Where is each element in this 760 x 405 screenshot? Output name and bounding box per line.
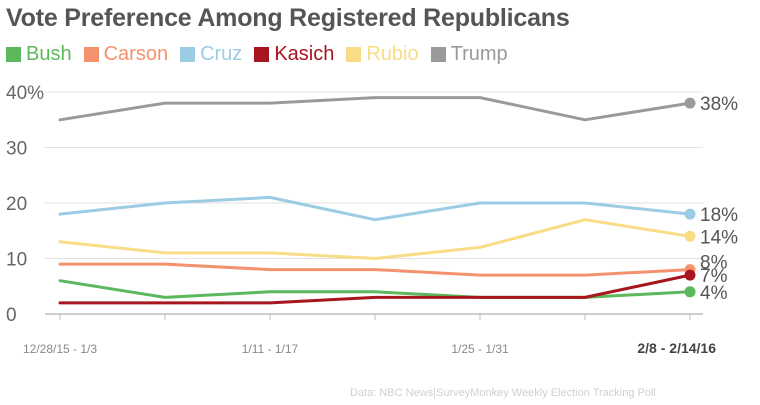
legend-item-trump: Trump: [430, 43, 508, 66]
legend-item-kasich: Kasich: [254, 43, 334, 66]
y-tick-label: 30: [6, 139, 27, 160]
end-marker-cruz: [684, 208, 696, 220]
end-label-cruz: 18%: [700, 205, 738, 226]
legend-item-carson: Carson: [83, 43, 169, 66]
end-label-carson: 8%: [700, 253, 728, 274]
x-tick-label: 1/11 - 1/17: [242, 342, 299, 356]
x-tick-label: 2/8 - 2/14/16: [637, 340, 716, 356]
legend-label-kasich: Kasich: [274, 43, 335, 65]
series-line-kasich: [58, 273, 692, 305]
series-line-trump: [58, 96, 692, 122]
legend-item-bush: Bush: [6, 43, 72, 66]
legend-swatch-kasich: [254, 47, 270, 62]
end-marker-bush: [684, 286, 696, 298]
legend-item-cruz: Cruz: [180, 43, 242, 66]
legend-label-bush: Bush: [26, 43, 72, 65]
legend-item-rubio: Rubio: [346, 43, 419, 66]
legend-swatch-rubio: [346, 47, 362, 62]
series-line-rubio: [58, 218, 692, 260]
legend-swatch-trump: [430, 47, 446, 62]
end-label-trump: 38%: [700, 94, 738, 115]
legend-label-cruz: Cruz: [200, 43, 243, 65]
x-tick-label: 12/28/15 - 1/3: [23, 342, 97, 356]
legend-swatch-carson: [83, 47, 99, 62]
end-label-rubio: 14%: [700, 227, 738, 248]
legend-label-trump: Trump: [450, 43, 508, 65]
y-tick-label: 10: [6, 250, 27, 271]
end-marker-rubio: [684, 230, 696, 242]
legend-label-rubio: Rubio: [366, 43, 419, 65]
x-tick-label: 1/25 - 1/31: [451, 342, 509, 356]
y-tick-label: 40%: [6, 83, 44, 104]
chart-title: Vote Preference Among Registered Republi…: [6, 4, 570, 32]
series-line-cruz: [58, 195, 692, 222]
end-label-bush: 4%: [700, 283, 728, 304]
series-line-carson: [58, 262, 692, 277]
y-tick-label: 0: [6, 305, 17, 326]
legend-swatch-cruz: [180, 47, 196, 62]
y-tick-label: 20: [6, 194, 27, 215]
source-note: Data: NBC News|SurveyMonkey Weekly Elect…: [350, 387, 656, 399]
end-marker-trump: [684, 97, 696, 109]
legend-swatch-bush: [6, 47, 21, 62]
end-label-kasich: 7%: [700, 266, 728, 287]
end-marker-kasich: [684, 269, 696, 281]
legend: Bush Carson Cruz Kasich Rubio Trump: [6, 43, 520, 66]
legend-label-carson: Carson: [103, 43, 169, 65]
